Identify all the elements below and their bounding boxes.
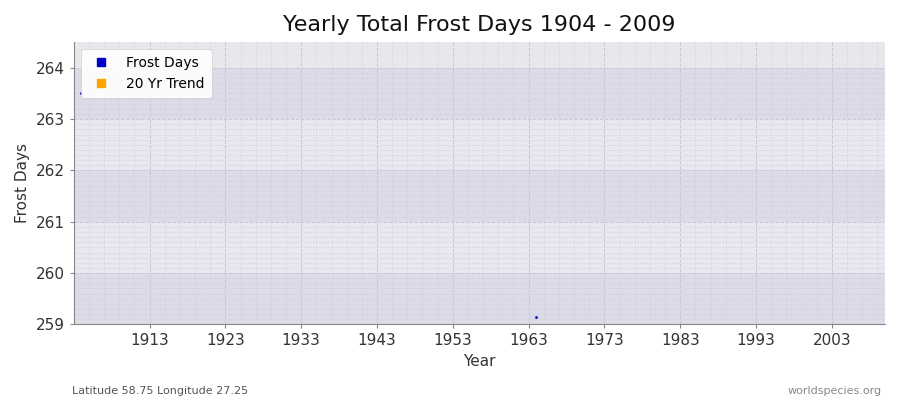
X-axis label: Year: Year — [464, 354, 496, 369]
Title: Yearly Total Frost Days 1904 - 2009: Yearly Total Frost Days 1904 - 2009 — [284, 15, 676, 35]
Bar — [74, 170, 885, 222]
Bar — [74, 119, 885, 170]
Bar — [74, 273, 885, 324]
Legend: Frost Days, 20 Yr Trend: Frost Days, 20 Yr Trend — [81, 49, 212, 98]
Bar — [74, 68, 885, 119]
Y-axis label: Frost Days: Frost Days — [15, 143, 30, 223]
Bar — [74, 222, 885, 273]
Text: Latitude 58.75 Longitude 27.25: Latitude 58.75 Longitude 27.25 — [72, 386, 248, 396]
Text: worldspecies.org: worldspecies.org — [788, 386, 882, 396]
